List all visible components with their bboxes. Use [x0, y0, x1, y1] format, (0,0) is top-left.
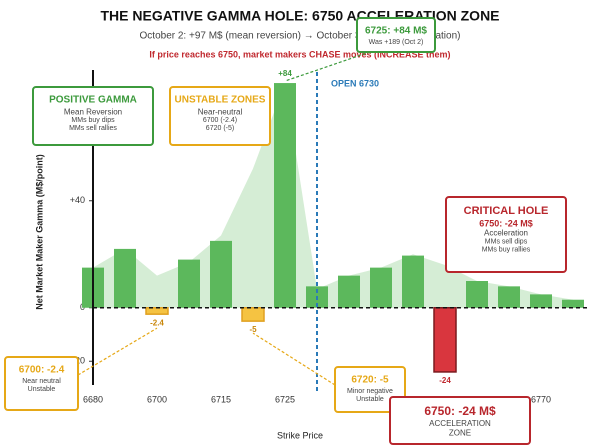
- x-tick-label: 6715: [211, 394, 231, 404]
- annotation-connector: [252, 332, 336, 386]
- annotation-box: [356, 17, 436, 53]
- x-axis-label: Strike Price: [277, 430, 323, 440]
- annotation-text: ACCELERATION: [429, 419, 491, 428]
- chart-note: If price reaches 6750, market makers CHA…: [149, 49, 450, 59]
- annotation-box: [4, 356, 79, 411]
- y-axis-label: Net Market Maker Gamma (M$/point): [34, 154, 44, 310]
- annotation-text: 6720 (-5): [206, 125, 234, 132]
- annotation-text: MMs sell rallies: [69, 125, 117, 132]
- annotation-text: POSITIVE GAMMA: [49, 95, 137, 106]
- bar: [466, 281, 488, 308]
- open-label: OPEN 6730: [331, 78, 379, 88]
- annotation-text: CRITICAL HOLE: [464, 205, 549, 217]
- value-label: -24: [439, 376, 451, 385]
- annotation-connector: [77, 327, 158, 376]
- annotation-text: Minor negative: [347, 388, 393, 395]
- bar: [562, 299, 584, 308]
- annotation-text: UNSTABLE ZONES: [175, 95, 266, 106]
- bar: [338, 275, 360, 308]
- annotation-text: 6720: -5: [351, 375, 389, 386]
- annotation-text: Mean Reversion: [64, 107, 122, 116]
- bar: [498, 286, 520, 308]
- bar: [274, 83, 296, 308]
- annotation-text: MMs buy rallies: [482, 246, 531, 253]
- y-tick-label: +40: [70, 195, 85, 205]
- bar: [114, 248, 136, 308]
- annotation-text: ZONE: [449, 428, 471, 437]
- annotation-text: Unstable: [28, 386, 56, 393]
- chart-subtitle: October 2: +97 M$ (mean reversion) → Oct…: [140, 31, 461, 42]
- bar: [145, 307, 169, 315]
- bar: [530, 294, 552, 308]
- annotation-box: [169, 86, 271, 146]
- annotation-box: [389, 396, 531, 445]
- bar: [402, 255, 424, 308]
- annotation-text: 6725: +84 M$: [365, 26, 427, 37]
- value-label: +84: [278, 69, 292, 78]
- annotation-text: MMs sell dips: [485, 238, 528, 245]
- annotation-text: Near-neutral: [198, 107, 243, 116]
- annotation-box: [445, 196, 567, 273]
- x-tick-label: 6770: [531, 394, 551, 404]
- annotation-text: MMs buy dips: [71, 117, 115, 124]
- value-label: -2.4: [150, 318, 164, 327]
- annotation-text: Was +189 (Oct 2): [369, 39, 424, 46]
- bar: [210, 240, 232, 308]
- bar: [178, 259, 200, 308]
- x-tick-label: 6700: [147, 394, 167, 404]
- chart-title: THE NEGATIVE GAMMA HOLE: 6750 ACCELERATI…: [100, 8, 499, 24]
- x-tick-label: 6725: [275, 394, 295, 404]
- annotation-text: 6750: -24 M$: [424, 404, 496, 418]
- annotation-text: Unstable: [356, 396, 384, 403]
- annotation-box: [334, 366, 406, 413]
- bar: [241, 307, 265, 322]
- annotation-text: Near neutral: [22, 378, 61, 385]
- value-label: -5: [249, 325, 257, 334]
- annotation-text: 6750: -24 M$: [479, 219, 533, 229]
- annotation-box: [32, 86, 154, 146]
- annotation-text: Acceleration: [484, 229, 528, 238]
- bar: [370, 267, 392, 308]
- annotation-text: 6700: -2.4: [19, 365, 65, 376]
- x-tick-label: 6680: [83, 394, 103, 404]
- bar: [433, 307, 457, 373]
- annotation-text: 6700 (-2.4): [203, 117, 237, 124]
